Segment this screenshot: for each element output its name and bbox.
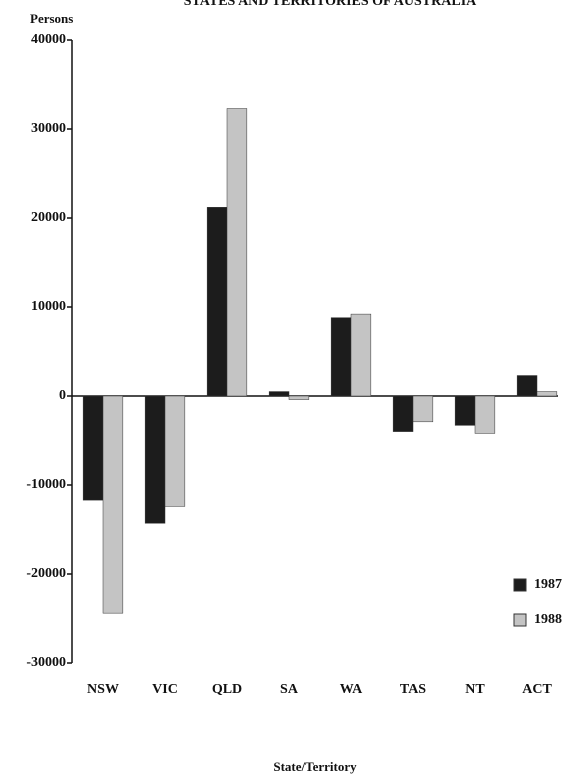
- bar: [392, 395, 414, 432]
- x-tick-label: NSW: [87, 682, 119, 697]
- y-tick-label: 40000: [31, 32, 66, 47]
- bar: [350, 313, 372, 397]
- chart-title: STATES AND TERRITORIES OF AUSTRALIA: [184, 0, 477, 9]
- x-tick-label: QLD: [212, 682, 242, 697]
- legend-swatch: [513, 613, 527, 627]
- bar: [536, 391, 558, 397]
- x-tick-label: ACT: [522, 682, 552, 697]
- y-tick-label: -30000: [26, 655, 66, 670]
- y-axis-label: Persons: [30, 11, 73, 26]
- x-tick-label: NT: [465, 682, 485, 697]
- x-tick-label: TAS: [400, 682, 426, 697]
- y-tick-label: -10000: [26, 477, 66, 492]
- bar: [226, 108, 248, 397]
- x-tick-label: SA: [280, 682, 299, 697]
- bar: [330, 317, 352, 397]
- bar: [474, 395, 496, 434]
- y-tick-label: 20000: [31, 210, 66, 225]
- x-axis-label: State/Territory: [273, 759, 357, 774]
- bar: [206, 207, 228, 397]
- bar: [144, 395, 166, 524]
- y-tick-label: 10000: [31, 299, 66, 314]
- bar: [82, 395, 104, 501]
- bar: [412, 395, 434, 423]
- bar: [102, 395, 124, 614]
- bar: [454, 395, 476, 426]
- y-tick-label: -20000: [26, 566, 66, 581]
- y-tick-label: 0: [59, 388, 66, 403]
- bar: [288, 395, 310, 400]
- legend-label: 1988: [534, 612, 562, 627]
- x-tick-label: VIC: [152, 682, 178, 697]
- y-tick-label: 30000: [31, 121, 66, 136]
- legend-swatch: [513, 578, 527, 592]
- bar: [516, 375, 538, 397]
- x-tick-label: WA: [340, 682, 363, 697]
- legend-label: 1987: [534, 577, 562, 592]
- bar: [164, 395, 186, 507]
- bar: [268, 391, 290, 397]
